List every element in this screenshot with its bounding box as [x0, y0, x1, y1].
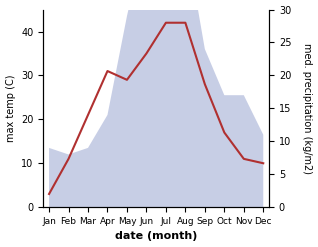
X-axis label: date (month): date (month): [115, 231, 197, 242]
Y-axis label: med. precipitation (kg/m2): med. precipitation (kg/m2): [302, 43, 313, 174]
Y-axis label: max temp (C): max temp (C): [5, 75, 16, 142]
